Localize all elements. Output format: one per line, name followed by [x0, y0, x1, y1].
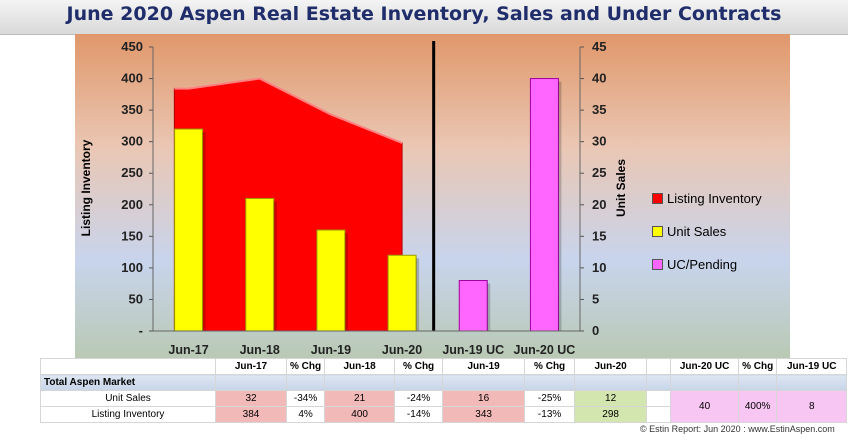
listing-inventory-area-edge	[174, 77, 403, 144]
table-header-cell: Jun-20	[574, 358, 648, 375]
y-axis-title-left: Listing Inventory	[79, 139, 93, 237]
table-cell: 298	[574, 406, 648, 423]
legend-label: Unit Sales	[667, 224, 727, 239]
uc-pending-bar-shadow	[558, 81, 562, 331]
y-tick-label-left: 450	[121, 39, 143, 54]
unit-sales-bar-shadow	[202, 132, 206, 331]
x-tick-label: Jun-19	[311, 343, 351, 357]
table-cell: 32	[215, 390, 287, 407]
x-tick-label: Jun-20	[382, 343, 422, 357]
uc-pending-bar-shadow	[487, 283, 491, 331]
y-tick-label-left: 100	[121, 260, 143, 275]
y-tick-label-right: 30	[592, 134, 606, 149]
legend-swatch	[652, 193, 663, 204]
table-cell: 400%	[738, 390, 778, 423]
table-cell: 400	[324, 406, 396, 423]
legend-swatch	[652, 259, 663, 270]
chart: - 50 100 150 200 250 300 350 400 450 0 5 10 15 20 25 30 3…	[75, 34, 790, 358]
y-tick-label-right: 45	[592, 39, 606, 54]
table-section-row: Total Aspen Market	[40, 374, 848, 391]
legend-swatch	[652, 226, 663, 237]
unit-sales-bar	[387, 254, 417, 332]
legend-label: Listing Inventory	[667, 191, 762, 206]
table-header-cell: Jun-19 UC	[776, 358, 848, 375]
uc-pending-bar	[458, 280, 488, 332]
table-cell	[646, 390, 672, 407]
section-label: Total Aspen Market	[40, 374, 216, 391]
table-cell: 384	[215, 406, 287, 423]
y-tick-label-right: 40	[592, 71, 606, 86]
unit-sales-bar	[316, 229, 346, 332]
table-header-cell	[40, 358, 216, 375]
table-cell: 343	[442, 406, 526, 423]
table-cell: -34%	[285, 390, 326, 407]
table-header-cell: % Chg	[738, 358, 778, 375]
table-cell	[646, 406, 672, 423]
y-tick-label-left: 350	[121, 102, 143, 117]
uc-pending-bar	[529, 78, 559, 332]
y-tick-label-left: 300	[121, 134, 143, 149]
table-header-cell: % Chg	[394, 358, 444, 375]
y-tick-label-right: 5	[592, 291, 599, 306]
title-bar: June 2020 Aspen Real Estate Inventory, S…	[0, 0, 848, 35]
y-tick-label-right: 35	[592, 102, 606, 117]
unit-sales-bar	[245, 197, 275, 332]
y-tick-label-left: 400	[121, 71, 143, 86]
table-header-cell: Jun-19	[442, 358, 526, 375]
table-cell: -25%	[524, 390, 576, 407]
table-cell: 4%	[285, 406, 326, 423]
table-header-row: Jun-17 % Chg Jun-18 % Chg Jun-19 % Chg J…	[40, 358, 848, 375]
y-tick-label-right: 20	[592, 197, 606, 212]
table-header-cell: % Chg	[285, 358, 326, 375]
legend-item-listing-inventory: Listing Inventory	[652, 182, 762, 215]
table-cell: -24%	[394, 390, 444, 407]
table-cell: 8	[776, 390, 848, 423]
x-tick-label: Jun-18	[240, 343, 280, 357]
row-label: Unit Sales	[40, 390, 216, 407]
page-title: June 2020 Aspen Real Estate Inventory, S…	[66, 3, 782, 25]
table-cell: 40	[670, 390, 740, 423]
y-tick-label-left: -	[139, 323, 143, 338]
legend-label: UC/Pending	[667, 257, 738, 272]
unit-sales-bar-shadow	[273, 201, 277, 331]
y-tick-label-left: 150	[121, 228, 143, 243]
table-cell: 16	[442, 390, 526, 407]
table-header-cell: % Chg	[524, 358, 576, 375]
table-row-unit-sales: Unit Sales 32 -34% 21 -24% 16 -25% 12 40…	[40, 390, 848, 423]
legend-item-uc-pending: UC/Pending	[652, 248, 762, 281]
y-tick-label-right: 0	[592, 323, 599, 338]
unit-sales-bar-shadow	[344, 233, 348, 331]
row-label: Listing Inventory	[40, 406, 216, 423]
table-cell: 21	[324, 390, 396, 407]
y-tick-label-right: 10	[592, 260, 606, 275]
table-header-cell: Jun-20 UC	[670, 358, 740, 375]
y-tick-label-right: 25	[592, 165, 606, 180]
table-cell: -14%	[394, 406, 444, 423]
y-axis-title-right: Unit Sales	[614, 158, 628, 218]
legend-item-unit-sales: Unit Sales	[652, 215, 762, 248]
table-row-listing-inventory: Listing Inventory 384 4% 400 -14% 343 -1…	[40, 406, 847, 423]
table-cell: -13%	[524, 406, 576, 423]
table-header-cell: Jun-18	[324, 358, 396, 375]
y-tick-label-left: 250	[121, 165, 143, 180]
table-header-cell: Jun-17	[215, 358, 287, 375]
legend: Listing Inventory Unit Sales UC/Pending	[652, 182, 762, 281]
x-tick-label: Jun-17	[168, 343, 208, 357]
y-tick-label-left: 200	[121, 197, 143, 212]
data-table: Jun-17 % Chg Jun-18 % Chg Jun-19 % Chg J…	[40, 358, 848, 423]
y-tick-label-right: 15	[592, 228, 606, 243]
unit-sales-bar	[174, 128, 204, 332]
unit-sales-bar-shadow	[416, 258, 420, 331]
x-tick-label: Jun-20 UC	[514, 343, 576, 357]
y-tick-label-left: 50	[129, 291, 143, 306]
x-tick-label: Jun-19 UC	[442, 343, 504, 357]
table-cell: 12	[574, 390, 648, 407]
footer-credit: © Estin Report: Jun 2020 : www.EstinAspe…	[640, 424, 835, 434]
table-header-cell	[646, 358, 672, 375]
